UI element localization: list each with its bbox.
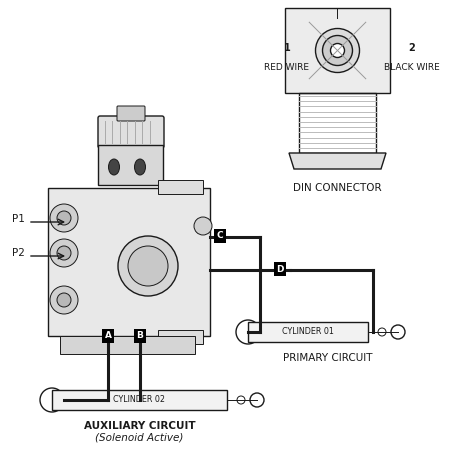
Circle shape	[50, 204, 78, 232]
Circle shape	[40, 388, 64, 412]
FancyBboxPatch shape	[117, 106, 145, 121]
Circle shape	[236, 320, 260, 344]
Text: CYLINDER 02: CYLINDER 02	[113, 395, 165, 405]
FancyBboxPatch shape	[248, 322, 368, 342]
Text: 2: 2	[409, 43, 415, 53]
FancyBboxPatch shape	[48, 188, 210, 336]
Ellipse shape	[135, 159, 146, 175]
FancyBboxPatch shape	[158, 180, 203, 194]
Circle shape	[316, 29, 359, 72]
Circle shape	[391, 325, 405, 339]
FancyBboxPatch shape	[158, 330, 203, 344]
FancyBboxPatch shape	[52, 390, 227, 410]
Text: P2: P2	[12, 248, 25, 258]
Circle shape	[57, 211, 71, 225]
Ellipse shape	[109, 159, 119, 175]
Text: PRIMARY CIRCUIT: PRIMARY CIRCUIT	[283, 353, 373, 363]
Circle shape	[194, 217, 212, 235]
Circle shape	[237, 396, 245, 404]
Circle shape	[118, 236, 178, 296]
Circle shape	[50, 239, 78, 267]
Circle shape	[250, 393, 264, 407]
Text: DIN CONNECTOR: DIN CONNECTOR	[292, 183, 381, 193]
FancyBboxPatch shape	[98, 116, 164, 148]
FancyBboxPatch shape	[98, 145, 163, 185]
Text: RED WIRE: RED WIRE	[264, 63, 310, 72]
FancyBboxPatch shape	[285, 8, 390, 93]
FancyBboxPatch shape	[60, 336, 195, 354]
Text: P1: P1	[12, 214, 25, 224]
Circle shape	[378, 328, 386, 336]
Text: CYLINDER 01: CYLINDER 01	[282, 328, 334, 337]
Circle shape	[57, 293, 71, 307]
Circle shape	[50, 286, 78, 314]
Text: AUXILIARY CIRCUIT: AUXILIARY CIRCUIT	[84, 421, 195, 431]
Text: C: C	[217, 232, 223, 241]
Circle shape	[128, 246, 168, 286]
Circle shape	[330, 44, 345, 57]
Text: D: D	[276, 265, 284, 274]
Text: (Solenoid Active): (Solenoid Active)	[95, 433, 184, 443]
Polygon shape	[289, 153, 386, 169]
Circle shape	[322, 36, 353, 65]
Circle shape	[57, 246, 71, 260]
Text: B: B	[137, 331, 144, 340]
Text: BLACK WIRE: BLACK WIRE	[384, 63, 440, 72]
Text: 1: 1	[283, 43, 291, 53]
Text: A: A	[104, 331, 111, 340]
